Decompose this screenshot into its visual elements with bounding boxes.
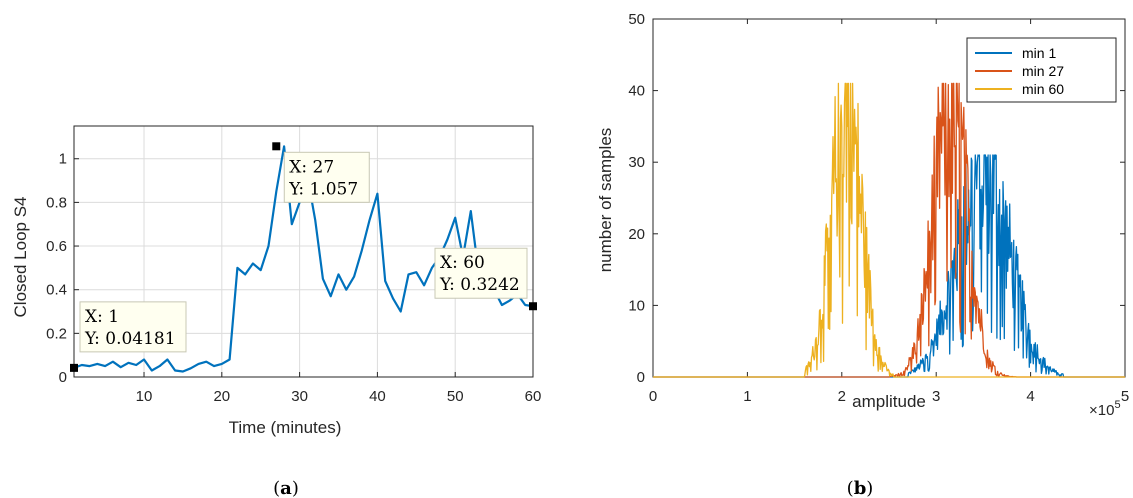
datatip-x-text-0: X: 1 [85,307,119,327]
datatip-marker-0 [70,363,78,372]
datatip-0: X: 1Y: 0.04181 [70,301,187,372]
datatip-x-text-1: X: 27 [289,157,334,177]
legend-label-1: min 27 [1022,63,1064,79]
y-tick-label-a-4: 0.8 [46,194,67,211]
legend-label-2: min 60 [1022,81,1064,97]
y-tick-label-a-3: 0.6 [46,238,67,255]
legend-b: min 1 min 27 min 60 [966,37,1117,103]
y-tick-label-a-0: 0 [59,369,67,386]
chart-a: 10 20 30 40 50 60 0 0.2 0.4 0.6 0.8 1 X: 1Y: 0.0418… [11,125,541,498]
y-tick-label-b-4: 40 [628,83,645,100]
datatip-x-text-2: X: 60 [440,253,485,273]
x-axis-label-a: Time (minutes) [229,418,342,437]
caption-b-letter: b [854,478,867,498]
y-tick-label-b-5: 50 [628,11,645,28]
x-axis-label-b: amplitude [852,392,926,411]
y-tick-label-b-0: 0 [637,369,645,386]
datatip-y-text-0: Y: 0.04181 [84,329,176,349]
y-tick-label-a-2: 0.4 [46,282,67,299]
datatip-2: X: 60Y: 0.3242 [434,247,537,311]
x-multiplier-b: ×105 [1089,399,1121,419]
datatip-marker-2 [529,302,537,311]
datatip-y-text-2: Y: 0.3242 [439,275,520,295]
ticks-a: 10 20 30 40 50 60 0 0.2 0.4 0.6 0.8 1 [46,151,541,405]
axes-a [73,125,534,378]
series-line-b-0 [653,154,1125,378]
x-tick-label-b-2: 2 [838,388,846,405]
series-line-b-1 [653,82,1125,378]
x-tick-label-a-2: 30 [291,388,308,405]
x-tick-label-b-4: 4 [1026,388,1034,405]
y-tick-label-b-1: 10 [628,297,645,314]
datatip-1: X: 27Y: 1.057 [272,142,370,203]
x-tick-label-a-0: 10 [136,388,153,405]
series-line-b-2 [653,82,1125,378]
datatip-marker-1 [272,142,281,151]
datatip-box-2 [434,247,528,299]
x-tick-label-a-1: 20 [213,388,230,405]
y-axis-label-b: number of samples [596,128,615,273]
y-tick-label-a-5: 1 [59,151,67,168]
datatip-y-text-1: Y: 1.057 [288,179,358,199]
caption-a: (a) [273,478,299,498]
x-tick-label-a-3: 40 [369,388,386,405]
x-tick-label-a-5: 60 [525,388,542,405]
x-tick-label-b-3: 3 [932,388,940,405]
datatip-box-0 [79,301,187,353]
y-axis-label-a: Closed Loop S4 [11,197,30,318]
caption-a-letter: a [280,478,292,498]
histogram-series-b [653,82,1125,378]
x-tick-label-a-4: 50 [447,388,464,405]
datatip-box-1 [283,151,370,203]
y-tick-label-b-3: 30 [628,154,645,171]
y-tick-label-b-2: 20 [628,226,645,243]
x-tick-label-b-5: 5 [1121,388,1129,405]
legend-label-0: min 1 [1022,45,1056,61]
plot-frame-a [73,125,534,378]
datatips-a: X: 1Y: 0.04181 X: 27Y: 1.057 X: 60Y: 0.324… [70,142,537,372]
x-multiplier-exponent: 5 [1114,399,1120,411]
y-tick-label-a-1: 0.2 [46,325,67,342]
x-tick-label-b-0: 0 [649,388,657,405]
caption-b: (b) [847,478,874,498]
x-tick-label-b-1: 1 [743,388,751,405]
